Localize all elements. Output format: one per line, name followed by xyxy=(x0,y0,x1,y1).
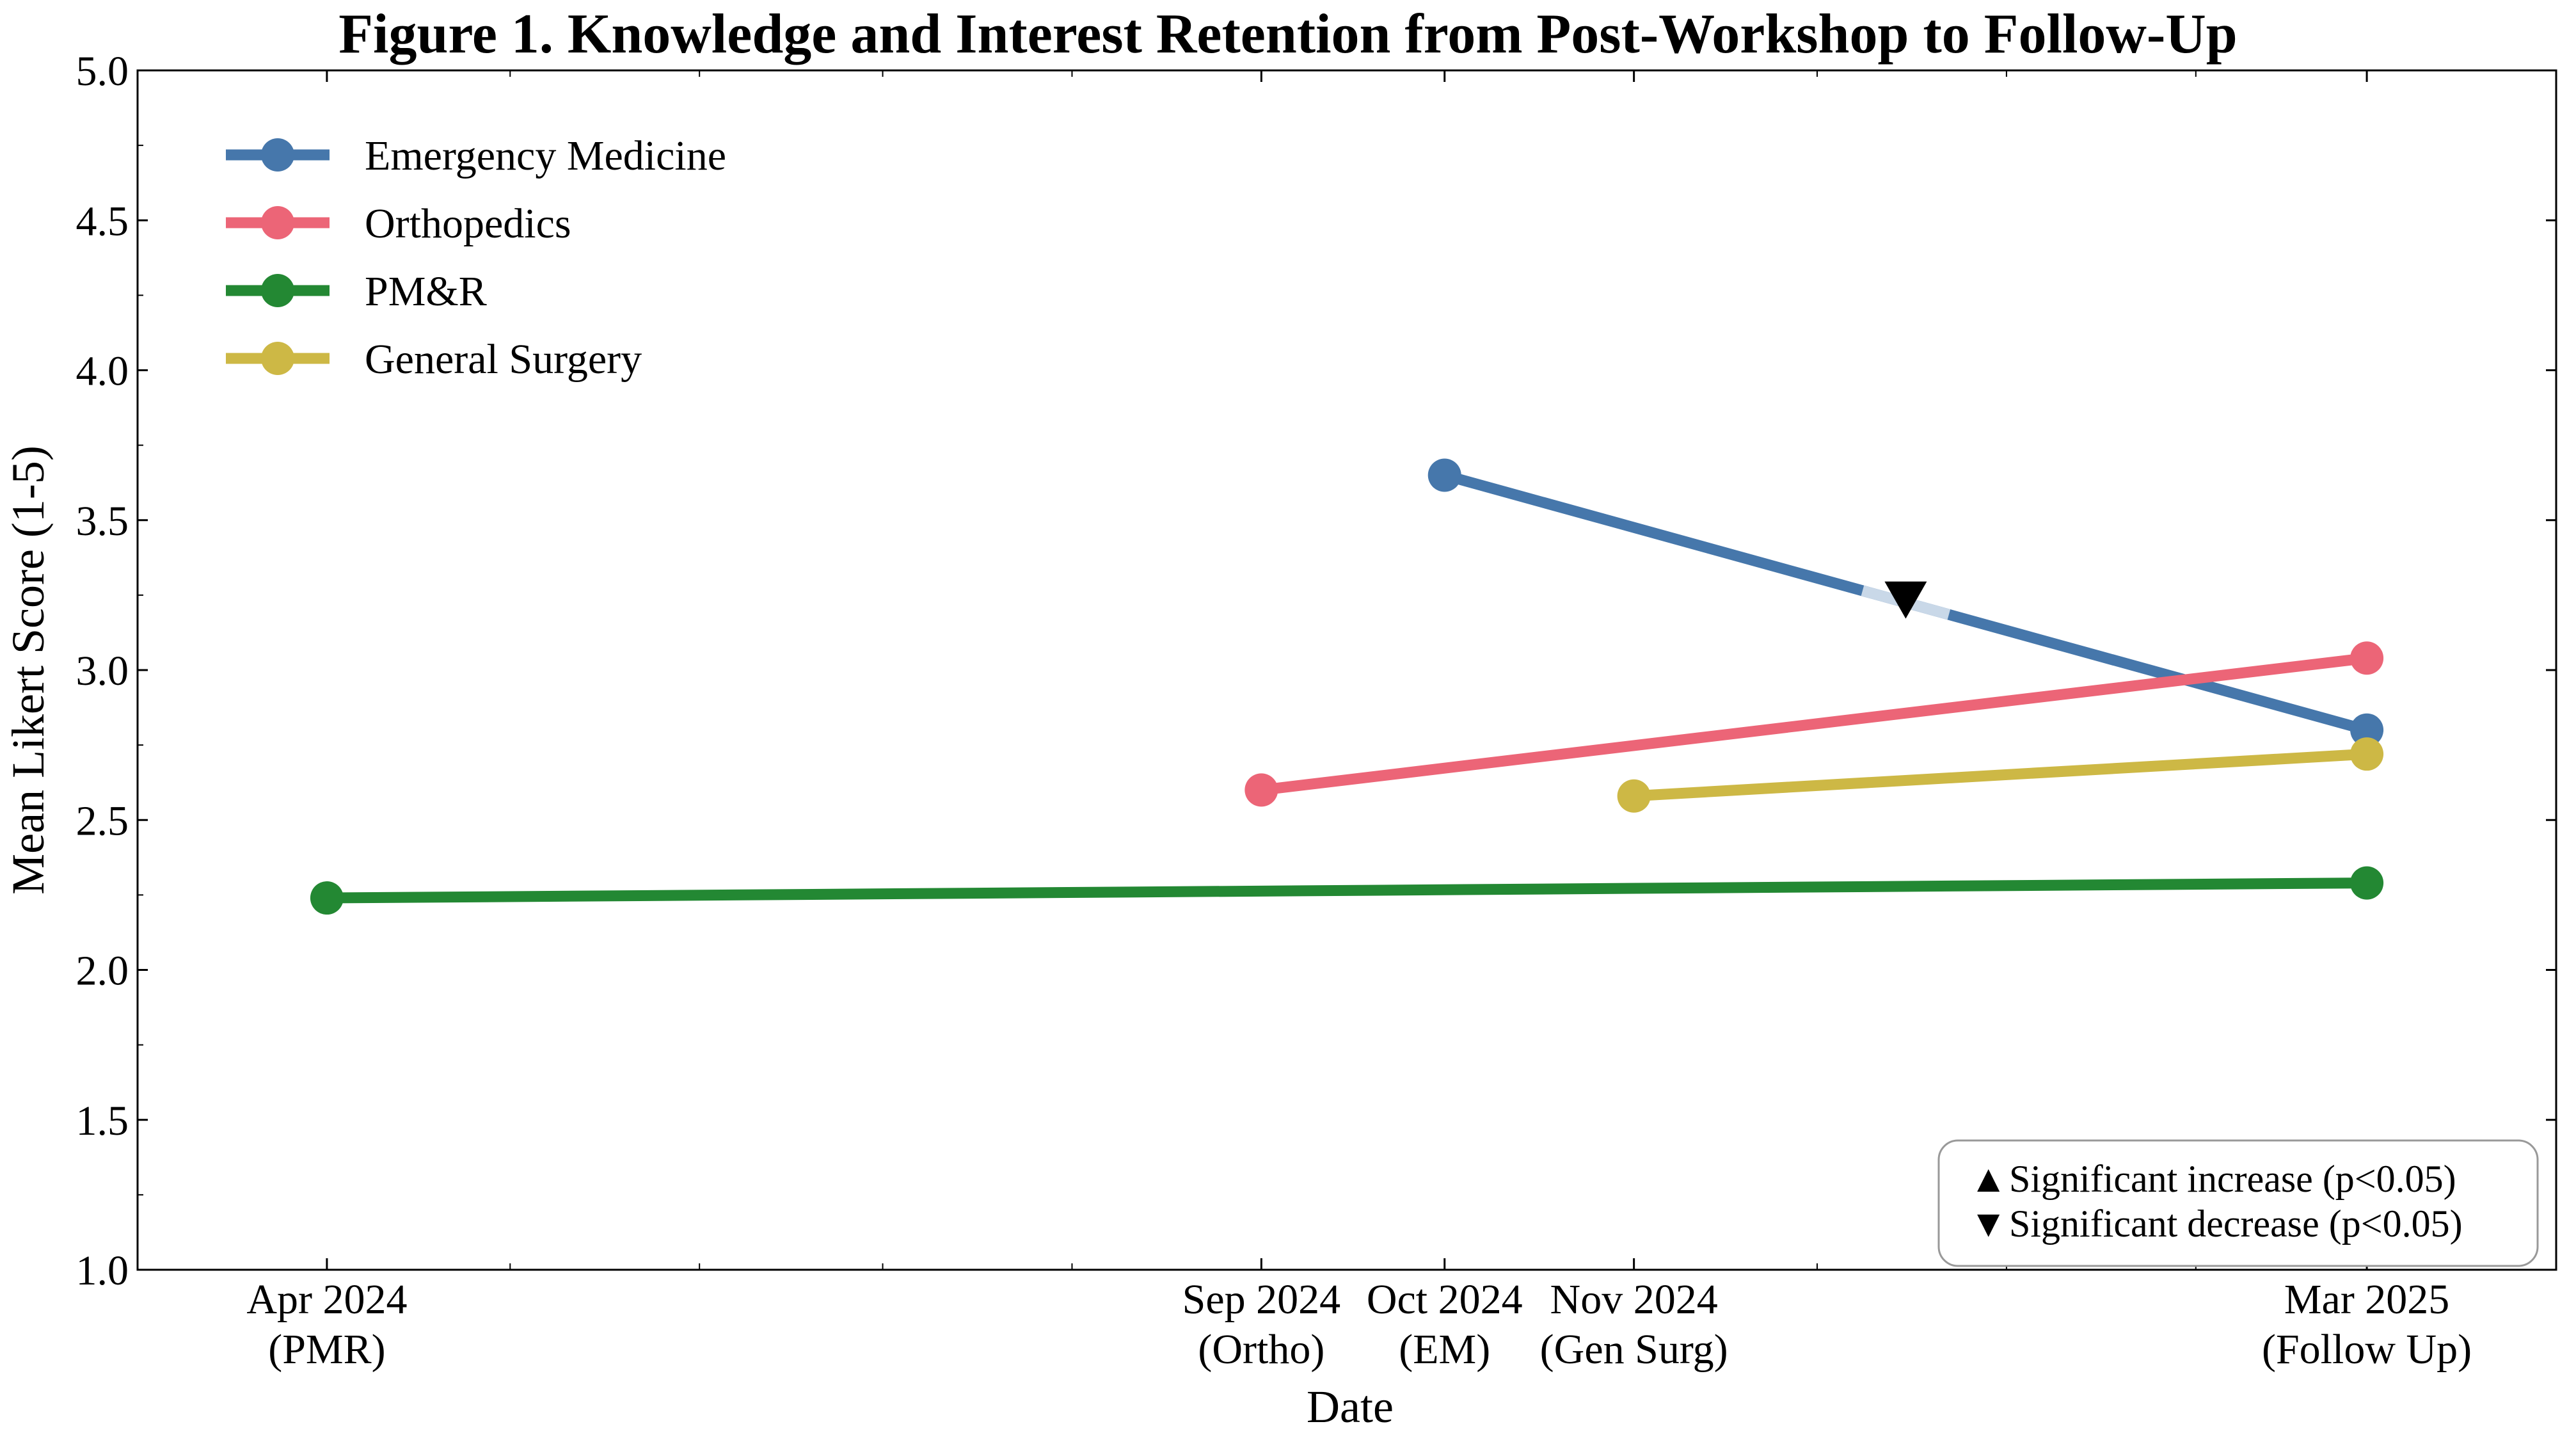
y-tick-label: 5.0 xyxy=(76,48,129,95)
y-tick-label: 2.0 xyxy=(76,948,129,995)
legend-item-general-surgery: General Surgery xyxy=(226,336,642,383)
y-tick-label: 1.0 xyxy=(76,1247,129,1294)
data-point-emergency-medicine xyxy=(1427,458,1461,492)
series-line-general-surgery xyxy=(1634,748,2367,802)
x-tick-label: Sep 2024 xyxy=(1182,1276,1341,1323)
y-tick-label: 2.5 xyxy=(76,797,129,844)
x-axis: Apr 2024(PMR) Sep 2024(Ortho) Oct 2024(EM)… xyxy=(246,70,2472,1373)
significance-legend-symbol: ▲ xyxy=(1969,1158,2007,1200)
significance-legend-text: Significant decrease (p<0.05) xyxy=(2009,1203,2463,1245)
chart-title: Figure 1. Knowledge and Interest Retenti… xyxy=(338,3,2238,65)
legend-item-pm-r: PM&R xyxy=(226,268,487,315)
x-tick-sublabel: (Gen Surg) xyxy=(1540,1326,1728,1373)
legend-swatch-marker xyxy=(261,342,294,375)
x-tick-label: Nov 2024 xyxy=(1550,1276,1718,1323)
data-point-orthopedics xyxy=(1244,773,1278,807)
significance-legend-symbol: ▼ xyxy=(1969,1203,2007,1245)
legend: Emergency Medicine Orthopedics PM&R General… xyxy=(226,132,726,383)
y-tick-label: 3.0 xyxy=(76,648,129,694)
series-lines xyxy=(326,470,2369,904)
series-markers xyxy=(310,458,2384,915)
x-tick-sublabel: (Ortho) xyxy=(1198,1326,1324,1373)
data-point-pm-r xyxy=(2350,866,2384,900)
series-line-orthopedics xyxy=(1260,652,2368,796)
legend-label: Orthopedics xyxy=(365,200,571,247)
x-tick-sublabel: (Follow Up) xyxy=(2262,1326,2472,1373)
x-tick-label: Oct 2024 xyxy=(1367,1276,1523,1323)
legend-item-emergency-medicine: Emergency Medicine xyxy=(226,132,726,179)
significance-markers xyxy=(1861,581,1951,620)
legend-item-orthopedics: Orthopedics xyxy=(226,200,571,247)
x-axis-label: Date xyxy=(1307,1381,1394,1432)
legend-label: General Surgery xyxy=(365,336,642,383)
legend-label: PM&R xyxy=(365,268,487,315)
legend-swatch-marker xyxy=(261,274,294,307)
x-tick-sublabel: (EM) xyxy=(1399,1326,1490,1373)
significance-legend-text: Significant increase (p<0.05) xyxy=(2009,1158,2456,1200)
series-line-pm-r xyxy=(326,877,2367,904)
y-axis: 1.0 1.5 2.0 2.5 3.0 3.5 4.0 4.5 5.0 xyxy=(76,48,2556,1294)
legend-swatch-marker xyxy=(261,138,294,172)
x-tick-sublabel: (PMR) xyxy=(268,1326,385,1373)
data-point-general-surgery xyxy=(2350,737,2384,771)
y-tick-label: 1.5 xyxy=(76,1098,129,1144)
y-tick-label: 4.5 xyxy=(76,198,129,244)
significance-legend: ▲ Significant increase (p<0.05)▼ Significa… xyxy=(1937,1139,2539,1267)
plot-area xyxy=(136,69,2557,1271)
y-tick-label: 3.5 xyxy=(76,498,129,545)
y-axis-label: Mean Likert Score (1-5) xyxy=(3,445,54,895)
data-point-general-surgery xyxy=(1617,779,1651,813)
legend-swatch-marker xyxy=(261,206,294,239)
y-tick-label: 4.0 xyxy=(76,348,129,395)
x-tick-label: Apr 2024 xyxy=(246,1276,407,1323)
data-point-orthopedics xyxy=(2350,641,2384,675)
x-tick-label: Mar 2025 xyxy=(2284,1276,2449,1323)
significance-legend-box xyxy=(1937,1139,2539,1267)
significance-marker-decrease xyxy=(1884,581,1927,619)
legend-label: Emergency Medicine xyxy=(365,132,726,179)
data-point-pm-r xyxy=(310,881,344,915)
data-point-emergency-medicine xyxy=(2350,713,2384,747)
